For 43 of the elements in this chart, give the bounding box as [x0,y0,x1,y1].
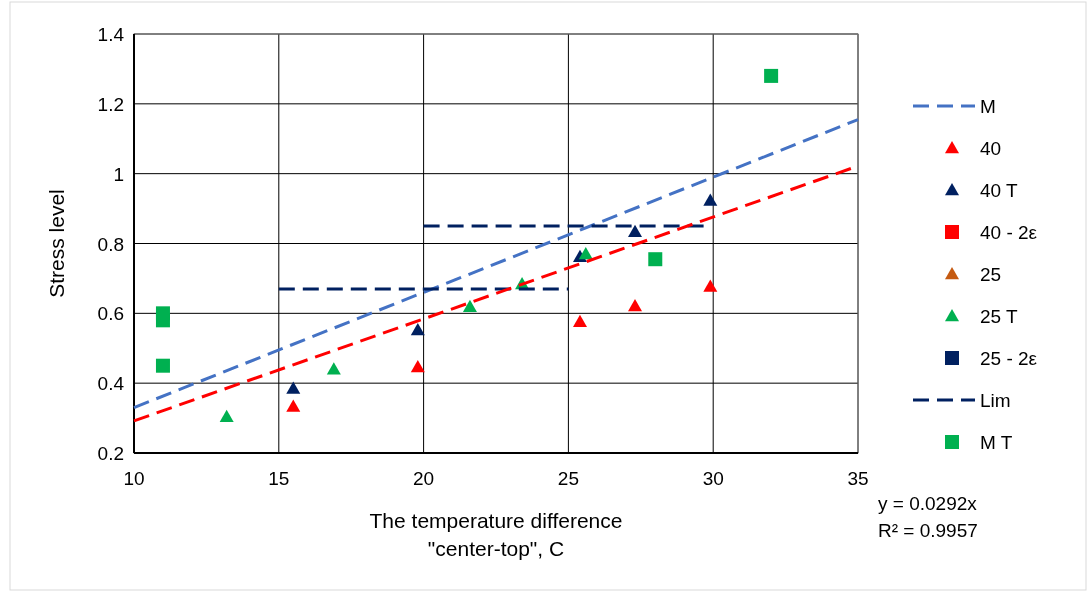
x-axis-title: The temperature difference "center-top", C [369,509,623,560]
point [462,299,477,312]
point [703,193,718,206]
legend-label: M [980,96,996,117]
y-tick-label: 1 [113,163,124,185]
legend-label: 25 [980,264,1002,285]
point [155,313,170,328]
x-tick-label: 15 [268,468,290,489]
text: R² = 0.9957 [878,520,978,541]
point [410,323,425,336]
y-tick-label: 1.4 [97,24,125,45]
x-tick-label: 20 [413,468,435,489]
point [286,399,301,412]
y-tick-label: 1.2 [97,93,124,115]
y-tick-label: 0.6 [97,303,124,325]
y-tick-label: 0.2 [97,443,124,464]
legend-label: 40 - 2ε [980,222,1038,243]
y-tick-label: 0.8 [97,233,124,255]
point [572,314,587,327]
point [703,279,718,292]
x-tick-label: 35 [847,468,869,489]
point [286,381,301,394]
text: y = 0.0292x [878,493,978,514]
x-tick-label: 10 [123,468,145,489]
legend-label: Lim [980,390,1011,411]
legend-label: M T [980,432,1013,453]
point [628,299,643,312]
legend-label: 25 - 2ε [980,348,1038,369]
y-tick-label: 0.4 [97,373,125,395]
legend-label: 40 T [980,180,1019,201]
point [628,224,643,237]
x-tick-label: 30 [702,468,724,489]
point [578,246,593,260]
legend-label: 40 [980,138,1002,159]
point [648,252,663,267]
y-axis-title: Stress level [45,189,68,298]
point [326,362,341,375]
point [155,358,170,373]
legend-label: 25 T [980,306,1019,327]
point [410,360,425,373]
x-tick-label: 25 [557,468,579,489]
point [219,409,234,422]
point [764,68,779,83]
